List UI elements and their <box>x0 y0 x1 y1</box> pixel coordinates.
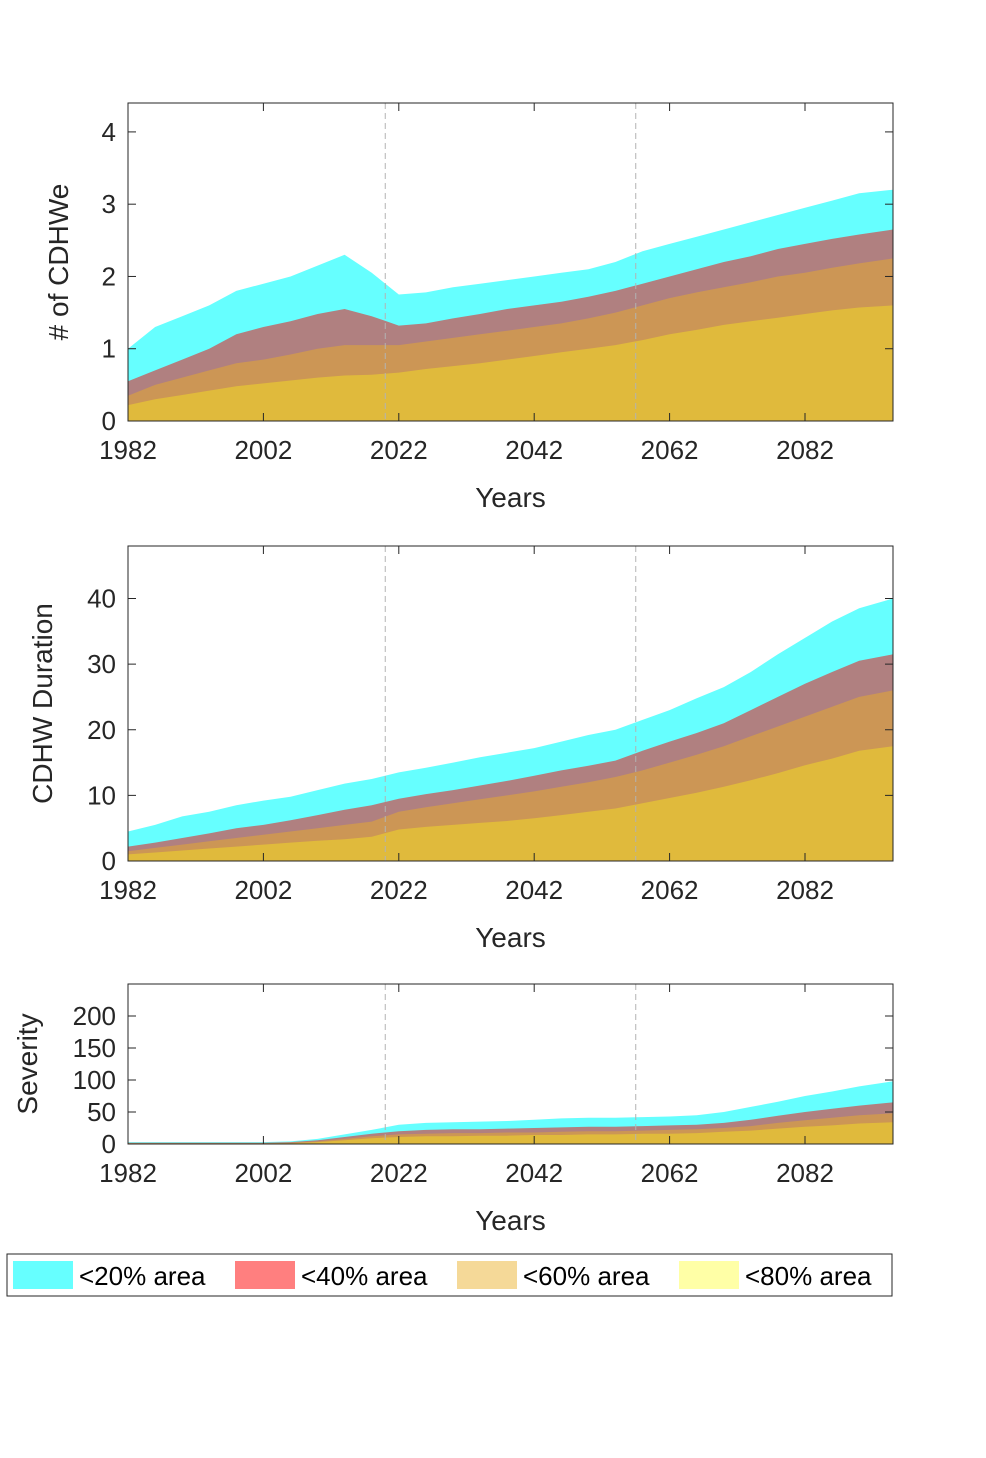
legend: <20% area <40% area <60% area <80% area <box>6 1253 893 1297</box>
x-tick-label-duration: 2062 <box>641 875 699 905</box>
x-axis-label-duration: Years <box>475 922 546 953</box>
panel-duration: 1982 2002 2022 2042 2062 2082 0 10 20 30 40 Years CD… <box>27 545 894 953</box>
legend-label-under-40: <40% area <box>301 1261 428 1291</box>
x-tick-label-severity: 2022 <box>370 1158 428 1188</box>
legend-swatch-under-60 <box>457 1261 517 1289</box>
area-count-series-4 <box>128 305 893 421</box>
legend-label-under-60: <60% area <box>523 1261 650 1291</box>
x-tick-label-severity: 2002 <box>234 1158 292 1188</box>
legend-swatch-under-40 <box>235 1261 295 1289</box>
x-tick-label-count: 2022 <box>370 435 428 465</box>
area-severity-series-4 <box>128 1122 893 1144</box>
y-tick-label-duration: 40 <box>87 584 116 614</box>
chart-panels: 1982 2002 2022 2042 2062 2082 0 1 2 3 4 Years # of C… <box>12 102 894 1236</box>
x-tick-label-severity: 1982 <box>99 1158 157 1188</box>
y-axis-label-severity: Severity <box>12 1013 43 1114</box>
axes-box-duration <box>127 545 894 862</box>
y-tick-label-count: 1 <box>102 334 116 364</box>
y-tick-label-duration: 20 <box>87 715 116 745</box>
x-tick-label-severity: 2082 <box>776 1158 834 1188</box>
x-tick-label-duration: 2042 <box>505 875 563 905</box>
panel-count: 1982 2002 2022 2042 2062 2082 0 1 2 3 4 Years # of C… <box>43 102 894 513</box>
x-tick-label-count: 1982 <box>99 435 157 465</box>
y-tick-label-severity: 150 <box>73 1033 116 1063</box>
x-tick-label-severity: 2042 <box>505 1158 563 1188</box>
x-tick-label-count: 2082 <box>776 435 834 465</box>
legend-swatch-under-20 <box>13 1261 73 1289</box>
area-duration-series-4 <box>128 746 893 861</box>
y-axis-label-duration: CDHW Duration <box>27 603 58 804</box>
axes-box-severity <box>127 983 894 1145</box>
x-axis-label-count: Years <box>475 482 546 513</box>
x-tick-label-count: 2002 <box>234 435 292 465</box>
legend-label-under-80: <80% area <box>745 1261 872 1291</box>
legend-box <box>6 1253 893 1297</box>
y-tick-label-count: 2 <box>102 261 116 291</box>
y-tick-label-count: 0 <box>102 406 116 436</box>
x-tick-label-severity: 2062 <box>641 1158 699 1188</box>
y-tick-label-duration: 10 <box>87 780 116 810</box>
y-tick-label-count: 4 <box>102 117 116 147</box>
x-tick-label-duration: 2022 <box>370 875 428 905</box>
y-tick-label-duration: 0 <box>102 846 116 876</box>
axes-box-count <box>127 102 894 422</box>
x-axis-label-severity: Years <box>475 1205 546 1236</box>
legend-swatch-under-80 <box>679 1261 739 1289</box>
y-tick-label-severity: 100 <box>73 1065 116 1095</box>
y-axis-label-count: # of CDHWe <box>43 184 74 341</box>
y-tick-label-severity: 200 <box>73 1001 116 1031</box>
y-tick-label-count: 3 <box>102 189 116 219</box>
y-tick-label-duration: 30 <box>87 649 116 679</box>
x-tick-label-duration: 1982 <box>99 875 157 905</box>
y-tick-label-severity: 50 <box>87 1097 116 1127</box>
x-tick-label-duration: 2002 <box>234 875 292 905</box>
y-tick-label-severity: 0 <box>102 1129 116 1159</box>
x-tick-label-count: 2062 <box>641 435 699 465</box>
x-tick-label-duration: 2082 <box>776 875 834 905</box>
legend-label-under-20: <20% area <box>79 1261 206 1291</box>
x-tick-label-count: 2042 <box>505 435 563 465</box>
